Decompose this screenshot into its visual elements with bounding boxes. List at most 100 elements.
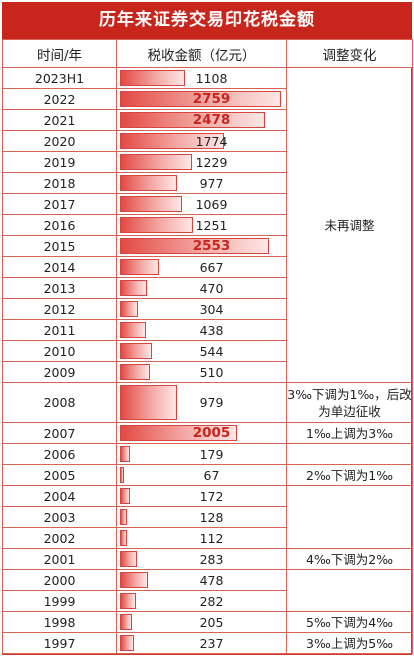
year-cell: 2010	[2, 340, 117, 362]
value-label: 1069	[195, 196, 228, 212]
change-note: 4‰下调为2‰	[286, 548, 413, 570]
value-label: 544	[199, 343, 224, 359]
table-row: 2005 67 2‰下调为1‰	[2, 464, 413, 486]
table-row: 2006 179	[2, 443, 413, 465]
value-label: 237	[199, 635, 224, 651]
value-bar	[120, 614, 132, 630]
value-bar	[120, 238, 269, 254]
value-bar	[120, 385, 177, 420]
year-cell: 2012	[2, 298, 117, 320]
value-label: 2553	[192, 238, 231, 254]
value-bar	[120, 70, 185, 86]
year-cell: 1998	[2, 611, 117, 633]
value-bar	[120, 364, 150, 380]
value-label: 172	[199, 488, 224, 504]
year-cell: 2009	[2, 361, 117, 383]
value-label: 478	[199, 572, 224, 588]
table-row: 2008 979 3‰下调为1‰，后改为单边征收	[2, 382, 413, 423]
value-bar	[120, 446, 130, 462]
year-cell: 2007	[2, 422, 117, 444]
value-label: 1108	[195, 70, 228, 86]
value-bar	[120, 217, 193, 233]
value-label: 283	[199, 551, 224, 567]
value-label: 979	[199, 395, 224, 410]
change-note: 3‰下调为1‰，后改为单边征收	[286, 382, 413, 423]
value-cell: 2553	[116, 235, 287, 257]
value-bar	[120, 301, 138, 317]
value-bar	[120, 509, 127, 525]
change-note	[286, 443, 413, 465]
table-row: 2002 112	[2, 527, 413, 549]
value-bar	[120, 530, 127, 546]
year-cell: 2023H1	[2, 67, 117, 89]
value-label: 2759	[192, 91, 231, 107]
value-label: 282	[199, 593, 224, 609]
value-bar	[120, 133, 224, 149]
value-bar	[120, 425, 237, 441]
value-cell: 1069	[116, 193, 287, 215]
year-cell: 1999	[2, 590, 117, 612]
value-cell: 283	[116, 548, 287, 570]
year-cell: 2022	[2, 88, 117, 110]
value-cell: 304	[116, 298, 287, 320]
value-cell: 478	[116, 569, 287, 591]
value-cell: 438	[116, 319, 287, 341]
table-row: 2017 1069	[2, 193, 413, 215]
value-label: 179	[199, 446, 224, 462]
value-cell: 172	[116, 485, 287, 507]
year-cell: 2020	[2, 130, 117, 152]
value-cell: 179	[116, 443, 287, 465]
table-row: 2009 510	[2, 361, 413, 383]
year-cell: 2017	[2, 193, 117, 215]
value-label: 977	[199, 175, 224, 191]
year-cell: 2002	[2, 527, 117, 549]
value-bar	[120, 343, 152, 359]
year-cell: 2014	[2, 256, 117, 278]
table-header-row: 时间/年 税收金额（亿元） 调整变化	[2, 39, 413, 68]
value-cell: 979	[116, 382, 287, 423]
year-cell: 1997	[2, 632, 117, 654]
table-row: 2007 2005 1‰上调为3‰	[2, 422, 413, 444]
value-cell: 282	[116, 590, 287, 612]
change-note	[286, 485, 413, 549]
value-bar	[120, 280, 147, 296]
change-note	[286, 569, 413, 612]
value-bar	[120, 322, 146, 338]
value-label: 1229	[195, 154, 228, 170]
value-bar	[120, 112, 265, 128]
value-cell: 128	[116, 506, 287, 528]
table-row: 2004 172	[2, 485, 413, 549]
value-bar	[120, 551, 137, 567]
value-bar	[120, 259, 159, 275]
value-label: 304	[199, 301, 224, 317]
year-cell: 2001	[2, 548, 117, 570]
value-bar	[120, 154, 192, 170]
page-title: 历年来证券交易印花税金额	[2, 2, 412, 39]
header-value: 税收金额（亿元）	[116, 39, 287, 68]
year-cell: 2011	[2, 319, 117, 341]
value-bar	[120, 91, 281, 107]
value-bar	[120, 488, 130, 504]
value-cell: 1774	[116, 130, 287, 152]
value-cell: 977	[116, 172, 287, 194]
year-cell: 2008	[2, 382, 117, 423]
value-cell: 2005	[116, 422, 287, 444]
value-cell: 544	[116, 340, 287, 362]
value-cell: 67	[116, 464, 287, 486]
value-label: 510	[199, 364, 224, 380]
table-row: 2020 1774	[2, 130, 413, 152]
table-row: 2015 2553	[2, 235, 413, 257]
value-cell: 470	[116, 277, 287, 299]
table-row: 2013 470	[2, 277, 413, 299]
change-note: 未再调整	[286, 67, 413, 383]
value-cell: 237	[116, 632, 287, 654]
year-cell: 2006	[2, 443, 117, 465]
value-cell: 667	[116, 256, 287, 278]
table-row: 1999 282	[2, 590, 413, 612]
year-cell: 2021	[2, 109, 117, 131]
value-cell: 510	[116, 361, 287, 383]
value-cell: 2759	[116, 88, 287, 110]
value-label: 470	[199, 280, 224, 296]
header-change: 调整变化	[286, 39, 413, 68]
value-bar	[120, 635, 134, 651]
